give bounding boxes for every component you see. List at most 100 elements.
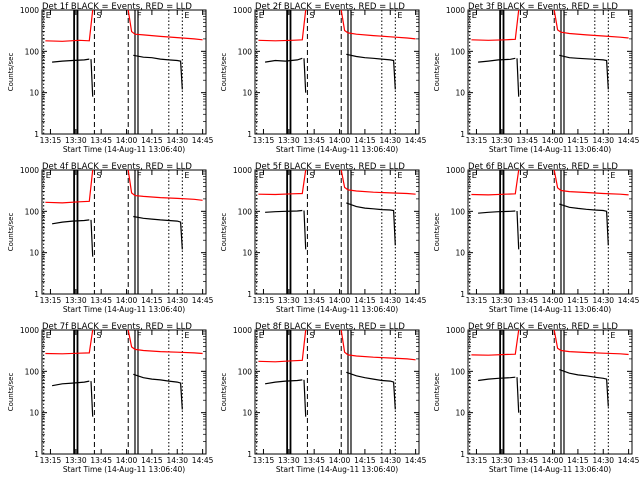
detector-panel-6: Det 6f BLACK = Events, RED = LLD 1 10 100 10… [433,162,640,314]
x-axis-label: Start Time (14-Aug-11 13:06:40) [63,145,185,154]
y-tick-label: 1000 [20,166,39,175]
plot-frame [254,169,420,295]
x-tick-label: 14:30 [592,456,614,465]
detector-panel-7: Det 7f BLACK = Events, RED = LLD 1 10 100 10… [7,322,214,474]
marker-label: E [610,11,615,20]
series-line-events [478,376,516,382]
x-tick-label: 14:00 [329,136,351,145]
x-tick-label: 14:45 [405,296,427,305]
y-tick-label: 1 [460,450,465,459]
x-tick-label: 13:15 [466,296,488,305]
marker-label: F [563,11,568,20]
detector-panel-5: Det 5f BLACK = Events, RED = LLD 1 10 100 10… [220,162,427,314]
marker-label: S [96,331,101,340]
panel-title: Det 4f BLACK = Events, RED = LLD [42,162,192,172]
marker-label: F [350,331,355,340]
x-tick-label: 14:30 [166,296,188,305]
series-line-lld [45,169,94,204]
marker-label: S [522,11,527,20]
x-tick-label: 14:45 [618,296,640,305]
x-tick-label: 14:45 [405,456,427,465]
x-tick-label: 13:45 [516,456,538,465]
detector-panel-3: Det 3f BLACK = Events, RED = LLD 1 10 100 10… [433,2,640,154]
marker-label: E [46,331,51,340]
x-tick-label: 13:15 [466,136,488,145]
series-line-events [265,379,303,385]
y-tick-label: 100 [238,367,253,376]
panel-title: Det 7f BLACK = Events, RED = LLD [42,322,192,332]
series-line-events [303,58,307,93]
x-tick-label: 14:15 [567,296,589,305]
x-tick-label: 14:15 [141,296,163,305]
marker-label: E [259,331,264,340]
series-line-events [51,380,90,387]
series-line-lld [45,329,94,355]
marker-label: E [184,331,189,340]
x-tick-label: 13:15 [253,456,275,465]
series-line-events [346,371,396,410]
series-line-lld [553,9,629,39]
marker-label: S [309,11,314,20]
x-tick-label: 14:30 [592,136,614,145]
x-tick-label: 13:30 [65,456,87,465]
y-tick-label: 10 [242,89,252,98]
x-tick-label: 13:30 [491,296,513,305]
x-tick-label: 14:15 [141,136,163,145]
marker-label: E [184,171,189,180]
series-line-events [346,202,396,246]
plot-frame [41,329,207,455]
y-axis-label: Counts/sec [7,373,15,412]
series-line-lld [258,9,307,42]
x-tick-label: 14:30 [379,456,401,465]
marker-label: F [137,171,142,180]
y-tick-label: 1000 [233,166,252,175]
marker-label: S [522,331,527,340]
x-tick-label: 14:45 [192,136,214,145]
detector-panel-1: Det 1f BLACK = Events, RED = LLD 1 10 100 10… [7,2,214,154]
x-tick-label: 14:00 [329,456,351,465]
y-tick-label: 100 [25,207,40,216]
series-line-events [52,58,90,63]
series-line-events [516,377,520,413]
y-tick-label: 1000 [446,166,465,175]
x-tick-label: 14:30 [166,136,188,145]
x-tick-label: 13:15 [466,456,488,465]
marker-label: E [397,331,402,340]
y-tick-label: 1000 [20,326,39,335]
marker-label: E [397,171,402,180]
y-tick-label: 10 [29,249,39,258]
y-tick-label: 100 [451,367,466,376]
series-line-events [559,369,609,407]
marker-label: F [563,171,568,180]
plot-frame [41,169,207,295]
series-line-events [559,54,609,90]
x-axis-label: Start Time (14-Aug-11 13:06:40) [63,465,185,474]
detector-panel-2: Det 2f BLACK = Events, RED = LLD 1 10 100 10… [220,2,427,154]
series-line-events [90,219,94,257]
x-tick-label: 13:45 [303,296,325,305]
x-axis-label: Start Time (14-Aug-11 13:06:40) [489,145,611,154]
y-tick-label: 10 [455,89,465,98]
series-line-lld [127,169,203,201]
series-line-events [133,54,183,90]
series-line-lld [127,329,203,355]
detector-panel-9: Det 9f BLACK = Events, RED = LLD 1 10 100 10… [433,322,640,474]
x-tick-label: 14:45 [192,296,214,305]
x-axis-label: Start Time (14-Aug-11 13:06:40) [276,305,398,314]
marker-label: F [137,11,142,20]
marker-label: E [472,331,477,340]
plot-frame [467,9,633,135]
series-line-lld [471,329,520,356]
series-line-events [478,210,516,214]
series-line-lld [471,9,520,41]
detector-panel-8: Det 8f BLACK = Events, RED = LLD 1 10 100 10… [220,322,427,474]
x-tick-label: 14:30 [166,456,188,465]
y-tick-label: 10 [242,409,252,418]
series-line-lld [553,169,629,196]
y-axis-label: Counts/sec [433,53,441,92]
series-line-lld [340,9,416,40]
x-tick-label: 14:30 [379,296,401,305]
y-tick-label: 1 [460,290,465,299]
y-tick-label: 1000 [233,6,252,15]
